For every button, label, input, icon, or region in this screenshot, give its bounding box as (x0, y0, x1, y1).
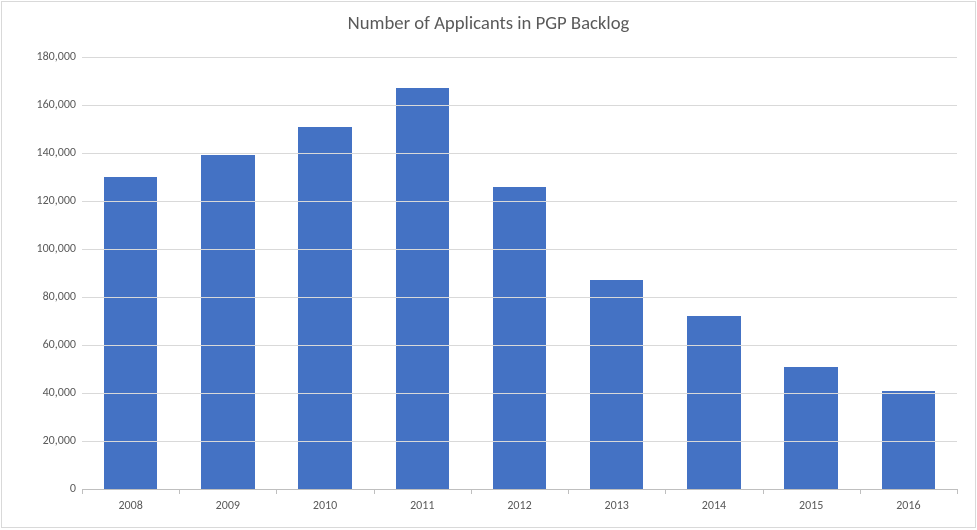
chart-container: Number of Applicants in PGP Backlog 0 20,… (1, 1, 976, 528)
y-tick-label: 40,000 (2, 386, 76, 400)
x-tick-label: 2014 (702, 499, 726, 513)
gridline (82, 153, 957, 154)
x-tick-label: 2012 (507, 499, 531, 513)
bar (104, 177, 157, 489)
y-tick-label: 160,000 (2, 98, 76, 112)
gridline (82, 297, 957, 298)
bar (298, 127, 351, 489)
bar (201, 155, 254, 489)
bar (784, 367, 837, 489)
y-tick-label: 80,000 (2, 290, 76, 304)
bar (590, 280, 643, 489)
y-tick-label: 180,000 (2, 50, 76, 64)
bar (882, 391, 935, 489)
y-axis-labels: 020,00040,00060,00080,000100,000120,0001… (2, 57, 76, 489)
x-tick (957, 489, 958, 494)
y-tick-label: 20,000 (2, 434, 76, 448)
gridline (82, 201, 957, 202)
chart-title: Number of Applicants in PGP Backlog (2, 12, 975, 35)
x-tick-label: 2008 (118, 499, 142, 513)
y-tick-label: 140,000 (2, 146, 76, 160)
gridline (82, 345, 957, 346)
x-axis-labels: 2008 2009 2010 2011 2012 2013 2014 2015 2016 (82, 493, 957, 527)
bar (687, 316, 740, 489)
y-tick-label: 100,000 (2, 242, 76, 256)
x-tick-label: 2009 (216, 499, 240, 513)
x-tick-label: 2013 (605, 499, 629, 513)
gridline (82, 441, 957, 442)
plot-area (82, 57, 957, 489)
gridline (82, 105, 957, 106)
gridline (82, 393, 957, 394)
y-tick-label: 120,000 (2, 194, 76, 208)
bar (396, 88, 449, 489)
x-tick-label: 2015 (799, 499, 823, 513)
x-tick-label: 2016 (896, 499, 920, 513)
gridline (82, 249, 957, 250)
bars-group (82, 57, 957, 489)
x-tick-label: 2011 (410, 499, 434, 513)
y-tick-label: 0 (2, 482, 76, 496)
bar (493, 187, 546, 489)
axis-baseline (82, 489, 957, 490)
x-tick-label: 2010 (313, 499, 337, 513)
y-tick-label: 60,000 (2, 338, 76, 352)
gridline (82, 57, 957, 58)
